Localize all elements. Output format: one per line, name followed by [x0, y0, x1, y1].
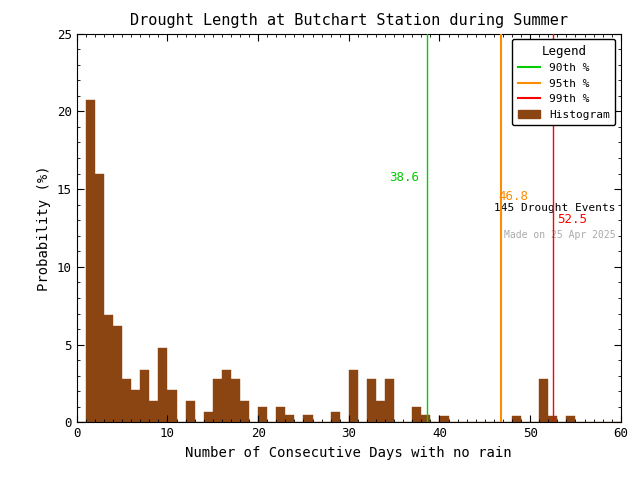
Bar [113, 326, 122, 422]
Text: 46.8: 46.8 [499, 190, 529, 203]
Bar [186, 401, 195, 422]
Bar [276, 407, 285, 422]
Bar [367, 379, 376, 422]
Bar [421, 415, 430, 422]
Title: Drought Length at Butchart Station during Summer: Drought Length at Butchart Station durin… [130, 13, 568, 28]
Bar [131, 390, 140, 422]
Bar [512, 416, 521, 422]
X-axis label: Number of Consecutive Days with no rain: Number of Consecutive Days with no rain [186, 446, 512, 460]
Bar [204, 411, 212, 422]
Bar [539, 379, 548, 422]
Text: 38.6: 38.6 [390, 171, 420, 184]
Y-axis label: Probability (%): Probability (%) [37, 165, 51, 291]
Bar [548, 416, 557, 422]
Bar [349, 370, 358, 422]
Bar [331, 411, 340, 422]
Bar [158, 348, 168, 422]
Bar [376, 401, 385, 422]
Bar [122, 379, 131, 422]
Bar [303, 415, 312, 422]
Text: 145 Drought Events: 145 Drought Events [494, 203, 615, 213]
Text: Made on 25 Apr 2025: Made on 25 Apr 2025 [504, 230, 615, 240]
Bar [140, 370, 149, 422]
Bar [385, 379, 394, 422]
Bar [566, 416, 575, 422]
Bar [222, 370, 231, 422]
Bar [168, 390, 177, 422]
Bar [440, 416, 449, 422]
Bar [86, 100, 95, 422]
Legend: 90th %, 95th %, 99th %, Histogram: 90th %, 95th %, 99th %, Histogram [512, 39, 615, 125]
Bar [285, 415, 294, 422]
Bar [104, 315, 113, 422]
Bar [412, 407, 421, 422]
Bar [149, 401, 158, 422]
Bar [240, 401, 249, 422]
Bar [258, 407, 268, 422]
Bar [95, 174, 104, 422]
Bar [231, 379, 240, 422]
Text: 52.5: 52.5 [557, 213, 588, 227]
Bar [212, 379, 222, 422]
